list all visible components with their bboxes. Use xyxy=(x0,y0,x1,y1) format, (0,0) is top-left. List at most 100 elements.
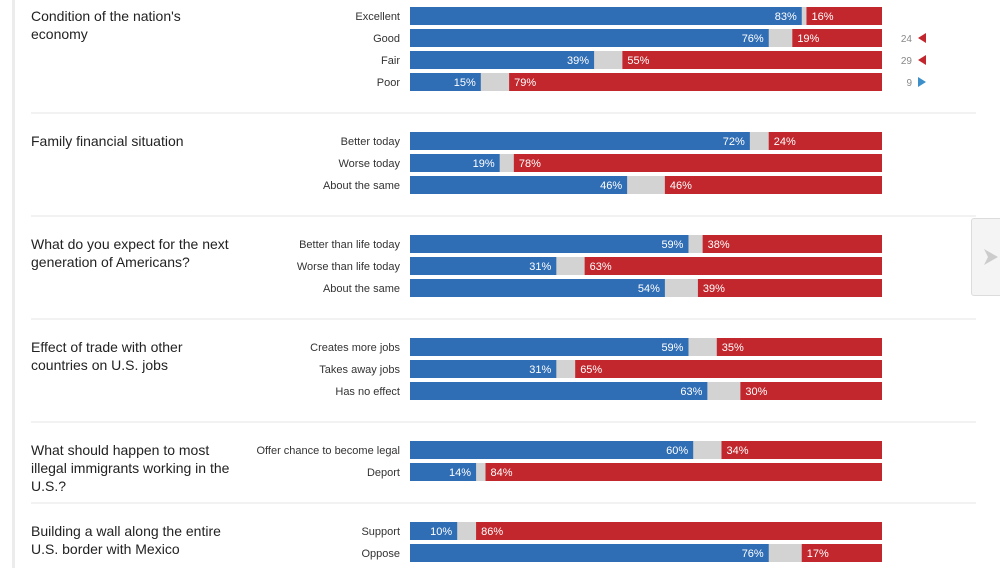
blue-value-label: 59% xyxy=(661,239,683,251)
row-label: Worse than life today xyxy=(297,261,401,273)
row-label: Has no effect xyxy=(335,386,400,398)
question-text: Effect of trade with other xyxy=(31,339,183,355)
blue-value-label: 19% xyxy=(473,158,495,170)
blue-value-label: 63% xyxy=(680,386,702,398)
change-value: 24 xyxy=(901,34,913,45)
row-label: Offer chance to become legal xyxy=(257,445,401,457)
red-value-label: 24% xyxy=(774,136,796,148)
chevron-right-icon xyxy=(984,249,998,265)
left-border xyxy=(12,0,15,568)
blue-value-label: 59% xyxy=(661,342,683,354)
change-value: 29 xyxy=(901,56,913,67)
blue-bar-segment xyxy=(410,257,557,275)
blue-value-label: 76% xyxy=(742,548,764,560)
red-bar-segment xyxy=(702,235,882,253)
blue-bar-segment xyxy=(410,522,458,540)
red-bar-segment xyxy=(476,522,882,540)
blue-bar-segment xyxy=(410,463,477,481)
red-bar-segment xyxy=(792,29,882,47)
row-label: Support xyxy=(361,526,400,538)
blue-value-label: 31% xyxy=(529,364,551,376)
blue-bar-segment xyxy=(410,441,694,459)
question-text: U.S.? xyxy=(31,478,66,494)
blue-value-label: 83% xyxy=(775,11,797,23)
row-label: About the same xyxy=(323,180,400,192)
blue-bar-segment xyxy=(410,154,500,172)
red-value-label: 65% xyxy=(580,364,602,376)
blue-bar-segment xyxy=(410,382,708,400)
row-label: Better than life today xyxy=(299,239,400,251)
row-label: Good xyxy=(373,33,400,45)
blue-bar-segment xyxy=(410,360,557,378)
blue-bar-segment xyxy=(410,279,665,297)
change-value: 9 xyxy=(906,78,912,89)
blue-bar-segment xyxy=(410,338,689,356)
red-value-label: 38% xyxy=(708,239,730,251)
row-label: Takes away jobs xyxy=(319,364,400,376)
row-label: Oppose xyxy=(361,548,400,560)
blue-bar-segment xyxy=(410,7,802,25)
red-value-label: 30% xyxy=(745,386,767,398)
question-text: Family financial situation xyxy=(31,133,184,149)
question-text: What should happen to most xyxy=(31,442,209,458)
blue-value-label: 15% xyxy=(454,77,476,89)
triangle-left-icon xyxy=(918,55,926,65)
blue-value-label: 10% xyxy=(430,526,452,538)
red-value-label: 35% xyxy=(722,342,744,354)
red-bar-segment xyxy=(806,7,882,25)
question-text: What do you expect for the next xyxy=(31,236,229,252)
red-bar-segment xyxy=(716,338,882,356)
red-value-label: 39% xyxy=(703,283,725,295)
row-label: Deport xyxy=(367,467,400,479)
triangle-right-icon xyxy=(918,77,926,87)
red-bar-segment xyxy=(768,132,882,150)
red-value-label: 46% xyxy=(670,180,692,192)
red-bar-segment xyxy=(584,257,882,275)
row-label: Creates more jobs xyxy=(310,342,400,354)
red-value-label: 86% xyxy=(481,526,503,538)
red-bar-segment xyxy=(513,154,882,172)
blue-bar-segment xyxy=(410,29,769,47)
blue-value-label: 39% xyxy=(567,55,589,67)
blue-value-label: 76% xyxy=(742,33,764,45)
red-value-label: 84% xyxy=(491,467,513,479)
blue-bar-segment xyxy=(410,176,628,194)
question-text: U.S. border with Mexico xyxy=(31,541,180,557)
blue-value-label: 60% xyxy=(666,445,688,457)
red-value-label: 55% xyxy=(627,55,649,67)
question-text: illegal immigrants working in the xyxy=(31,460,230,476)
blue-bar-segment xyxy=(410,51,595,69)
row-label: Poor xyxy=(377,77,401,89)
red-bar-segment xyxy=(721,441,882,459)
blue-value-label: 54% xyxy=(638,283,660,295)
red-value-label: 63% xyxy=(590,261,612,273)
red-value-label: 79% xyxy=(514,77,536,89)
next-panel-button[interactable] xyxy=(971,218,1000,296)
question-text: economy xyxy=(31,26,88,42)
red-value-label: 78% xyxy=(519,158,541,170)
blue-bar-segment xyxy=(410,73,481,91)
question-text: generation of Americans? xyxy=(31,254,190,270)
triangle-left-icon xyxy=(918,33,926,43)
red-bar-segment xyxy=(575,360,882,378)
red-value-label: 34% xyxy=(727,445,749,457)
question-text: Building a wall along the entire xyxy=(31,523,221,539)
row-label: Fair xyxy=(381,55,400,67)
blue-value-label: 31% xyxy=(529,261,551,273)
red-bar-segment xyxy=(740,382,882,400)
row-label: Worse today xyxy=(338,158,400,170)
red-bar-segment xyxy=(664,176,882,194)
red-value-label: 19% xyxy=(797,33,819,45)
red-bar-segment xyxy=(697,279,882,297)
row-label: Excellent xyxy=(355,11,400,23)
row-label: Better today xyxy=(341,136,401,148)
red-bar-segment xyxy=(622,51,882,69)
blue-value-label: 14% xyxy=(449,467,471,479)
blue-value-label: 72% xyxy=(723,136,745,148)
red-bar-segment xyxy=(801,544,882,562)
question-text: countries on U.S. jobs xyxy=(31,357,168,373)
question-text: Condition of the nation's xyxy=(31,8,181,24)
red-value-label: 16% xyxy=(811,11,833,23)
red-bar-segment xyxy=(509,73,882,91)
